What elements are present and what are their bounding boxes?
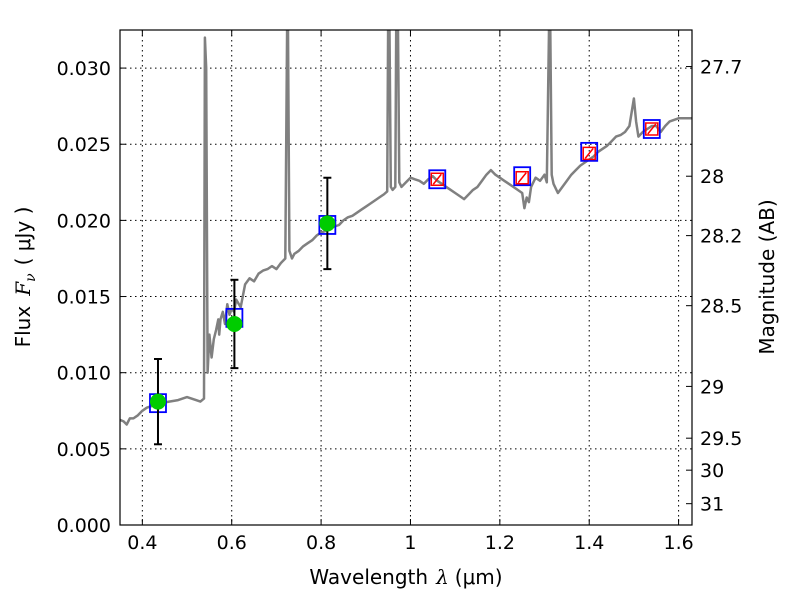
synthetic-square <box>580 141 599 162</box>
x-tick-label: 1 <box>404 532 416 554</box>
x-axis-label: Wavelength λ (μm) <box>309 565 502 589</box>
grid <box>120 30 692 526</box>
x-tick-labels: 0.4 0.6 0.8 1 1.2 1.4 1.6 <box>127 532 693 554</box>
right-tick-label: 29 <box>700 376 724 398</box>
upper-limit-slash <box>432 173 442 185</box>
right-tick-label: 31 <box>700 494 724 516</box>
tick-marks <box>120 30 692 526</box>
upper-limit-marker <box>515 170 529 185</box>
synthetic-square <box>428 169 447 190</box>
observed-point <box>149 393 166 410</box>
right-tick-label: 27.7 <box>700 57 742 79</box>
upper-limit-marker <box>582 146 596 161</box>
right-tick-label: 28.5 <box>700 296 742 318</box>
y-tick-labels: 0.000 0.005 0.010 0.015 0.020 0.025 0.030 <box>57 58 111 537</box>
plot-frame <box>119 29 693 526</box>
model-spectrum-line <box>120 30 692 426</box>
x-tick-label: 0.6 <box>217 532 247 554</box>
y-tick-label: 0.030 <box>57 58 111 80</box>
y-tick-label: 0.020 <box>57 210 111 232</box>
upper-limit-marker <box>645 122 659 136</box>
synthetic-square <box>642 119 661 139</box>
observed-point <box>226 315 243 332</box>
upper-limit-marker <box>430 172 445 187</box>
right-tick-label: 28 <box>700 166 724 188</box>
right-tick-label: 30 <box>700 460 724 482</box>
y-axis-label: FluxFν( μJy ) <box>11 207 39 348</box>
upper-limit-slash <box>517 172 527 184</box>
observed-point <box>319 215 336 232</box>
model-spectrum-layer <box>120 30 692 426</box>
y-tick-label: 0.010 <box>57 363 111 385</box>
x-tick-label: 1.6 <box>663 532 693 554</box>
y-tick-label: 0.015 <box>57 287 111 309</box>
right-tick-label: 29.5 <box>700 428 742 450</box>
upper-limit-slash <box>647 123 657 135</box>
y-tick-label: 0.025 <box>57 134 111 156</box>
x-tick-label: 0.4 <box>127 532 157 554</box>
right-axis-label: Magnitude (AB) <box>755 199 779 354</box>
right-tick-labels: 27.7 28 28.2 28.5 29 29.5 30 31 <box>700 57 742 516</box>
right-tick-label: 28.2 <box>700 226 742 248</box>
photometry-layer <box>149 119 661 446</box>
y-tick-label: 0.000 <box>57 515 111 537</box>
x-tick-label: 1.4 <box>574 532 604 554</box>
upper-limit-slash <box>584 147 594 159</box>
x-tick-label: 0.8 <box>306 532 336 554</box>
y-tick-label: 0.005 <box>57 439 111 461</box>
synthetic-square <box>513 166 532 187</box>
x-tick-label: 1.2 <box>485 532 515 554</box>
